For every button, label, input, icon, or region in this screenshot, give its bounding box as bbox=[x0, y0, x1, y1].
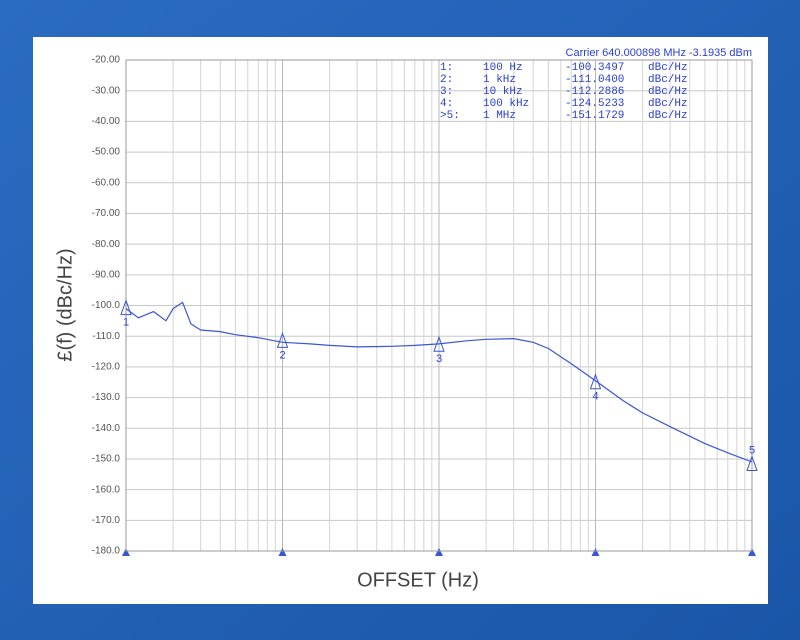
y-axis-title: £(f) (dBc/Hz) bbox=[54, 248, 76, 361]
marker-table-cell: dBc/Hz bbox=[648, 110, 688, 122]
y-tick-label: -140.0 bbox=[92, 423, 121, 434]
axis-marker bbox=[591, 548, 600, 556]
marker-table-cell: >5: bbox=[440, 110, 460, 122]
marker-label: 1 bbox=[123, 316, 129, 328]
marker-table-cell: -124.5233 bbox=[565, 98, 624, 110]
marker-table-cell: 1 kHz bbox=[483, 74, 516, 86]
y-tick-label: -70.00 bbox=[92, 208, 121, 219]
marker-label: 4 bbox=[592, 391, 598, 403]
y-tick-label: -100.0 bbox=[92, 300, 121, 311]
y-tick-label: -150.0 bbox=[92, 454, 121, 465]
marker-table-cell: 10 kHz bbox=[483, 86, 523, 98]
marker-triangle bbox=[276, 331, 289, 348]
marker-table-cell: 4: bbox=[440, 98, 453, 110]
marker-table-cell: 100 Hz bbox=[483, 62, 523, 74]
marker-table-cell: dBc/Hz bbox=[648, 74, 688, 86]
y-tick-label: -110.0 bbox=[92, 331, 120, 342]
marker-table-cell: 1: bbox=[440, 62, 453, 74]
marker-table-cell: 2: bbox=[440, 74, 453, 86]
y-tick-label: -30.00 bbox=[92, 85, 121, 96]
plot-frame bbox=[125, 59, 753, 552]
x-axis-title: OFFSET (Hz) bbox=[357, 569, 479, 591]
axis-marker bbox=[122, 548, 130, 556]
marker-table-cell: dBc/Hz bbox=[648, 62, 688, 74]
axis-marker bbox=[435, 548, 443, 556]
y-tick-label: -50.00 bbox=[92, 147, 121, 158]
y-tick-label: -60.00 bbox=[92, 177, 121, 188]
marker-table-cell: dBc/Hz bbox=[648, 98, 688, 110]
marker-table-cell: -112.2886 bbox=[565, 86, 624, 98]
marker-triangle bbox=[589, 373, 602, 390]
trace bbox=[125, 301, 753, 463]
marker-label: 2 bbox=[279, 349, 285, 361]
y-tick-label: -160.0 bbox=[92, 484, 121, 495]
marker-table-cell: -100.3497 bbox=[565, 62, 624, 74]
marker-triangle bbox=[433, 335, 445, 352]
axis-marker bbox=[748, 548, 756, 556]
y-tick-label: -120.0 bbox=[92, 362, 121, 373]
marker-table-cell: -111.0400 bbox=[565, 74, 624, 86]
axis-marker bbox=[278, 548, 287, 556]
marker-triangle bbox=[746, 455, 758, 472]
y-tick-label: -20.00 bbox=[92, 55, 121, 66]
y-tick-label: -40.00 bbox=[92, 116, 121, 127]
marker-label: 3 bbox=[436, 353, 442, 365]
marker-label: 5 bbox=[749, 444, 755, 456]
marker-table-cell: 1 MHz bbox=[483, 110, 516, 122]
y-tick-label: -130.0 bbox=[92, 392, 121, 403]
y-tick-label: -90.00 bbox=[92, 269, 121, 280]
y-tick-label: -180.0 bbox=[92, 546, 121, 557]
marker-table-cell: 100 kHz bbox=[483, 98, 529, 110]
marker-table-cell: -151.1729 bbox=[565, 110, 624, 122]
marker-table-cell: 3: bbox=[440, 86, 453, 98]
panel bbox=[33, 37, 768, 604]
marker-table-cell: dBc/Hz bbox=[648, 86, 688, 98]
y-tick-label: -170.0 bbox=[92, 515, 121, 526]
y-tick-label: -80.00 bbox=[92, 239, 121, 250]
carrier-info: Carrier 640.000898 MHz -3.1935 dBm bbox=[566, 47, 752, 59]
marker-triangle bbox=[120, 299, 132, 316]
